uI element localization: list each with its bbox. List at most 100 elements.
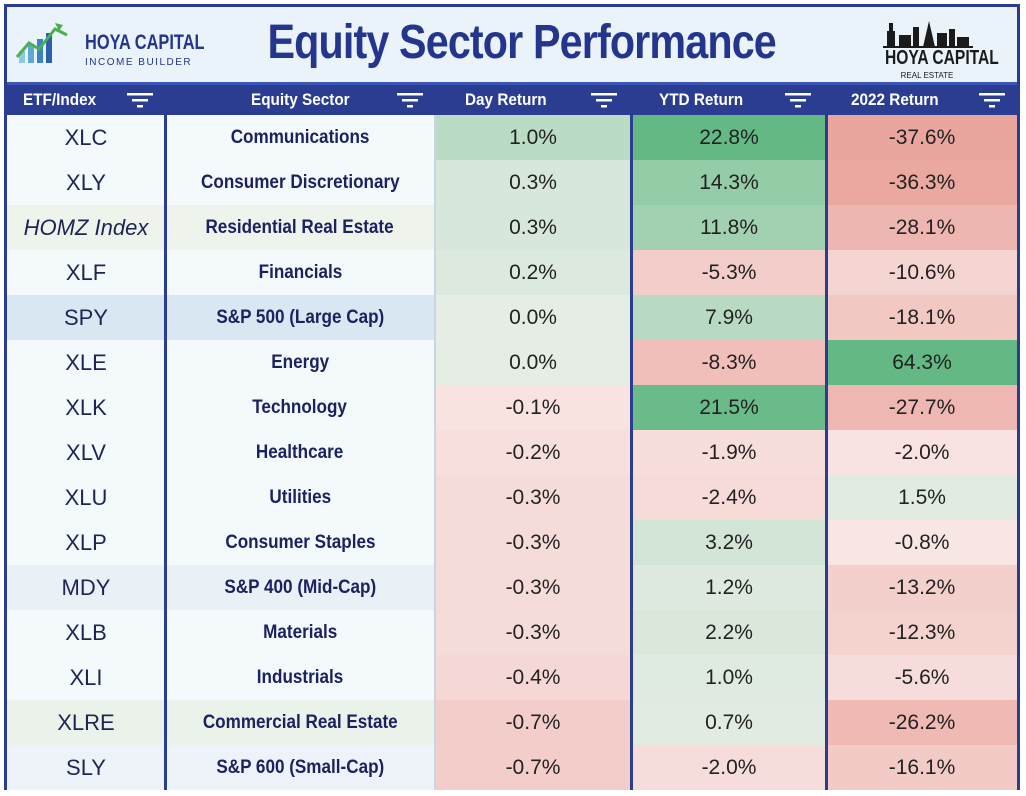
sector-cell: S&P 600 (Small-Cap) (165, 745, 435, 790)
sector-cell-text: S&P 600 (Small-Cap) (216, 757, 384, 778)
table-row: XLK Technology -0.1% 21.5% -27.7% (7, 385, 1017, 430)
sector-cell: Technology (165, 385, 435, 430)
return-2022-cell: -13.2% (827, 565, 1017, 610)
ytd-return-cell: -2.4% (631, 475, 827, 520)
day-return-cell: 0.3% (435, 160, 631, 205)
ytd-return-cell: 2.2% (631, 610, 827, 655)
column-header-label: ETF/Index (23, 90, 97, 109)
ticker-cell: XLU (7, 475, 165, 520)
return-2022-cell: -27.7% (827, 385, 1017, 430)
return-2022-cell: -26.2% (827, 700, 1017, 745)
sector-cell-text: Materials (262, 622, 338, 643)
return-2022-cell: -2.0% (827, 430, 1017, 475)
logo-left-line1: HOYA CAPITAL (85, 31, 205, 54)
ytd-return-cell: -1.9% (631, 430, 827, 475)
filter-icon[interactable] (785, 92, 811, 108)
column-divider (825, 115, 828, 790)
sector-cell: Commercial Real Estate (165, 700, 435, 745)
ticker-cell: SLY (7, 745, 165, 790)
column-header-ytd[interactable]: YTD Return (659, 85, 753, 115)
day-return-cell: -0.3% (435, 475, 631, 520)
day-return-cell: -0.3% (435, 565, 631, 610)
ytd-return-cell: 1.0% (631, 655, 827, 700)
ticker-cell: XLK (7, 385, 165, 430)
ticker-cell: XLE (7, 340, 165, 385)
day-return-cell: 0.0% (435, 340, 631, 385)
ytd-return-cell: -8.3% (631, 340, 827, 385)
column-divider (434, 115, 436, 790)
logo-right-line1: HOYA CAPITAL (885, 47, 999, 69)
sector-cell: Residential Real Estate (165, 205, 435, 250)
ytd-return-cell: 3.2% (631, 520, 827, 565)
ticker-cell: XLI (7, 655, 165, 700)
ytd-return-cell: -2.0% (631, 745, 827, 790)
return-2022-cell: -36.3% (827, 160, 1017, 205)
return-2022-cell: 1.5% (827, 475, 1017, 520)
table-row: XLB Materials -0.3% 2.2% -12.3% (7, 610, 1017, 655)
logo-left-line2: INCOME BUILDER (85, 57, 193, 68)
table-row: XLRE Commercial Real Estate -0.7% 0.7% -26.2… (7, 700, 1017, 745)
table-row: XLV Healthcare -0.2% -1.9% -2.0% (7, 430, 1017, 475)
day-return-cell: -0.2% (435, 430, 631, 475)
sector-cell: Communications (165, 115, 435, 160)
sector-cell: Materials (165, 610, 435, 655)
page-title: Equity Sector Performance (267, 16, 776, 69)
ytd-return-cell: 14.3% (631, 160, 827, 205)
column-header-2022[interactable]: 2022 Return (851, 85, 948, 115)
sector-cell-text: Commercial Real Estate (202, 712, 398, 733)
header: HOYA CAPITAL INCOME BUILDER Equity Secto… (7, 7, 1017, 82)
sector-cell: Energy (165, 340, 435, 385)
column-header-sector[interactable]: Equity Sector (251, 85, 361, 115)
column-header-etf[interactable]: ETF/Index (23, 85, 104, 115)
sector-cell-text: Financials (258, 262, 342, 283)
return-2022-cell: -5.6% (827, 655, 1017, 700)
column-divider (164, 115, 167, 790)
ytd-return-cell: -5.3% (631, 250, 827, 295)
table-row: XLY Consumer Discretionary 0.3% 14.3% -36.3% (7, 160, 1017, 205)
table-row: SLY S&P 600 (Small-Cap) -0.7% -2.0% -16.1% (7, 745, 1017, 790)
column-header-label: Day Return (465, 90, 547, 109)
day-return-cell: 0.0% (435, 295, 631, 340)
table-row: XLI Industrials -0.4% 1.0% -5.6% (7, 655, 1017, 700)
sector-cell: Industrials (165, 655, 435, 700)
sector-cell-text: S&P 400 (Mid-Cap) (224, 577, 376, 598)
filter-icon[interactable] (979, 92, 1005, 108)
table-row: SPY S&P 500 (Large Cap) 0.0% 7.9% -18.1% (7, 295, 1017, 340)
ytd-return-cell: 1.2% (631, 565, 827, 610)
return-2022-cell: 64.3% (827, 340, 1017, 385)
column-header-bar: ETF/Index Equity Sector Day Return YTD R… (7, 82, 1017, 115)
ticker-cell: XLB (7, 610, 165, 655)
sector-cell-text: Technology (252, 397, 348, 418)
sector-cell: S&P 500 (Large Cap) (165, 295, 435, 340)
table-row: MDY S&P 400 (Mid-Cap) -0.3% 1.2% -13.2% (7, 565, 1017, 610)
day-return-cell: -0.3% (435, 610, 631, 655)
chart-house-icon (15, 23, 68, 63)
sector-cell-text: Industrials (256, 667, 344, 688)
table-row: XLE Energy 0.0% -8.3% 64.3% (7, 340, 1017, 385)
table-row: XLP Consumer Staples -0.3% 3.2% -0.8% (7, 520, 1017, 565)
sector-cell-text: Consumer Staples (224, 532, 376, 553)
sector-cell: S&P 400 (Mid-Cap) (165, 565, 435, 610)
table-row: XLC Communications 1.0% 22.8% -37.6% (7, 115, 1017, 160)
column-header-day[interactable]: Day Return (465, 85, 556, 115)
return-2022-cell: -18.1% (827, 295, 1017, 340)
sector-cell: Consumer Staples (165, 520, 435, 565)
filter-icon[interactable] (397, 92, 423, 108)
sector-cell-text: S&P 500 (Large Cap) (216, 307, 384, 328)
ticker-cell: MDY (7, 565, 165, 610)
day-return-cell: -0.7% (435, 745, 631, 790)
sector-cell: Financials (165, 250, 435, 295)
filter-icon[interactable] (127, 92, 153, 108)
sector-cell: Utilities (165, 475, 435, 520)
return-2022-cell: -0.8% (827, 520, 1017, 565)
day-return-cell: 1.0% (435, 115, 631, 160)
table-row: XLF Financials 0.2% -5.3% -10.6% (7, 250, 1017, 295)
sector-cell-text: Residential Real Estate (205, 217, 395, 238)
filter-icon[interactable] (591, 92, 617, 108)
sector-cell-text: Consumer Discretionary (200, 172, 400, 193)
day-return-cell: -0.1% (435, 385, 631, 430)
column-divider (630, 115, 633, 790)
ytd-return-cell: 7.9% (631, 295, 827, 340)
skyline-icon (883, 21, 973, 48)
return-2022-cell: -16.1% (827, 745, 1017, 790)
